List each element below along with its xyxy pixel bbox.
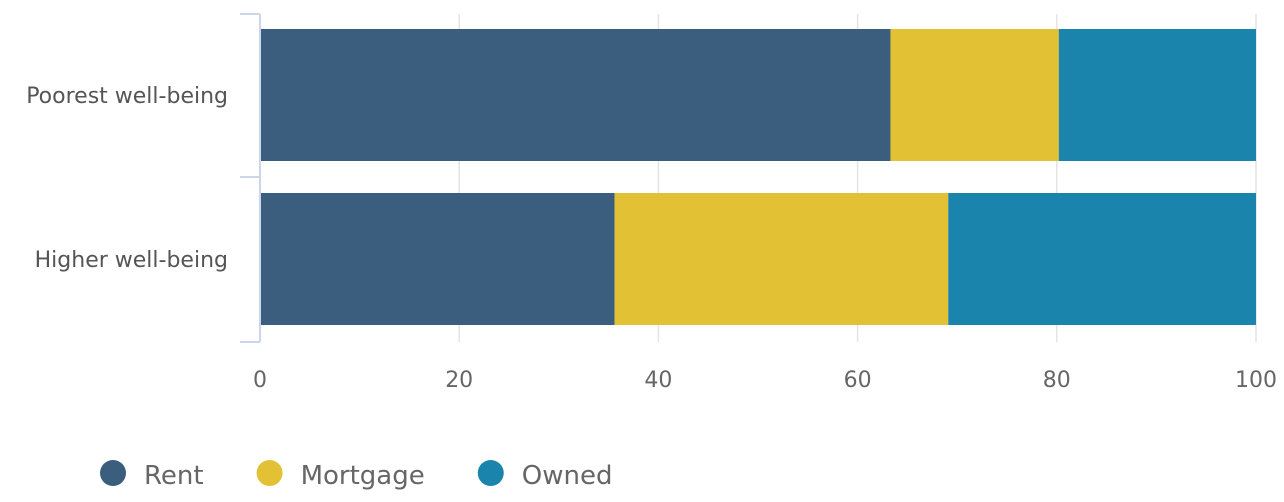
legend-label-mortgage: Mortgage (301, 461, 425, 491)
legend-item-owned[interactable]: Owned (477, 460, 613, 491)
category-label-1: Higher well-being (35, 248, 228, 273)
x-tick-label-100: 100 (1235, 368, 1277, 393)
x-tick-label-0: 0 (253, 368, 267, 393)
category-label-0: Poorest well-being (26, 84, 228, 109)
axes (240, 13, 261, 343)
bar-mortgage-0 (890, 29, 1059, 161)
x-tick-label-80: 80 (1043, 368, 1071, 393)
legend-label-rent: Rent (144, 461, 204, 491)
legend-marker-owned (477, 460, 504, 486)
bar-rent-1 (260, 193, 615, 325)
legend-item-rent[interactable]: Rent (100, 460, 204, 491)
legend-marker-rent (100, 460, 126, 486)
bars (260, 29, 1256, 325)
bar-rent-0 (260, 29, 891, 161)
legend-item-mortgage[interactable]: Mortgage (256, 460, 425, 491)
x-tick-label-20: 20 (445, 368, 473, 393)
category-labels: Poorest well-being Higher well-being (26, 84, 228, 273)
legend-marker-mortgage (256, 460, 283, 486)
bar-owned-1 (948, 193, 1256, 325)
x-tick-label-60: 60 (844, 368, 872, 393)
bar-owned-0 (1058, 29, 1256, 161)
legend-label-owned: Owned (522, 461, 613, 491)
legend: Rent Mortgage Owned (100, 460, 612, 491)
x-tick-labels: 0 20 40 60 80 100 (253, 368, 1277, 393)
bar-mortgage-1 (614, 193, 949, 325)
x-tick-label-40: 40 (644, 368, 672, 393)
